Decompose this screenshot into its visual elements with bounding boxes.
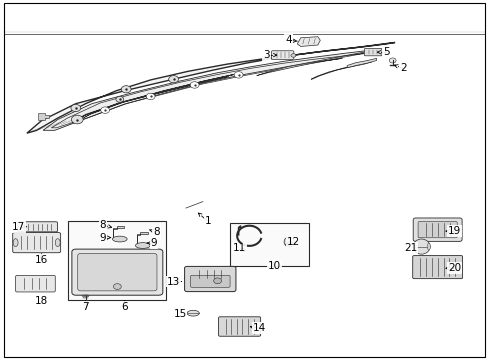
- FancyBboxPatch shape: [13, 233, 61, 253]
- Ellipse shape: [412, 243, 415, 250]
- Polygon shape: [72, 75, 233, 122]
- Text: 14: 14: [252, 323, 265, 333]
- Polygon shape: [78, 77, 228, 121]
- Circle shape: [388, 58, 395, 63]
- Circle shape: [116, 96, 123, 102]
- Polygon shape: [346, 58, 376, 68]
- Text: 10: 10: [268, 261, 281, 271]
- Text: 9: 9: [99, 233, 106, 243]
- FancyBboxPatch shape: [412, 256, 462, 279]
- Text: 8: 8: [153, 227, 160, 237]
- Ellipse shape: [186, 310, 199, 316]
- Circle shape: [113, 284, 121, 289]
- Text: 6: 6: [121, 302, 128, 312]
- Circle shape: [213, 278, 221, 284]
- Text: 20: 20: [447, 263, 460, 273]
- Polygon shape: [310, 62, 371, 79]
- Text: 2: 2: [399, 63, 406, 73]
- Ellipse shape: [55, 239, 60, 247]
- Text: 3: 3: [263, 50, 269, 60]
- Circle shape: [71, 104, 81, 112]
- Circle shape: [190, 82, 199, 88]
- Polygon shape: [81, 291, 90, 297]
- FancyBboxPatch shape: [412, 218, 461, 242]
- Bar: [229, 223, 308, 266]
- Text: 12: 12: [286, 237, 300, 247]
- Text: 8: 8: [99, 220, 106, 230]
- FancyBboxPatch shape: [72, 249, 163, 295]
- Circle shape: [121, 86, 131, 93]
- Circle shape: [168, 76, 178, 83]
- Text: 5: 5: [382, 47, 389, 57]
- Text: 1: 1: [204, 216, 211, 226]
- Text: 13: 13: [166, 276, 180, 287]
- Polygon shape: [256, 58, 342, 76]
- Text: 11: 11: [232, 243, 246, 253]
- Ellipse shape: [412, 239, 429, 254]
- Circle shape: [101, 107, 109, 113]
- Circle shape: [146, 93, 155, 100]
- FancyBboxPatch shape: [218, 317, 260, 336]
- Polygon shape: [137, 232, 147, 245]
- Text: 7: 7: [82, 302, 89, 312]
- Polygon shape: [113, 226, 124, 239]
- Ellipse shape: [427, 243, 429, 250]
- FancyBboxPatch shape: [417, 222, 456, 238]
- Ellipse shape: [112, 236, 127, 242]
- Bar: [68, 221, 166, 300]
- Text: 18: 18: [35, 296, 48, 306]
- Text: 21: 21: [403, 243, 417, 253]
- Ellipse shape: [135, 243, 150, 248]
- Text: 16: 16: [35, 255, 48, 265]
- FancyBboxPatch shape: [271, 51, 293, 59]
- FancyBboxPatch shape: [16, 275, 55, 292]
- Polygon shape: [297, 37, 320, 46]
- Text: 9: 9: [150, 238, 157, 248]
- FancyBboxPatch shape: [364, 49, 381, 56]
- Text: 19: 19: [447, 226, 461, 236]
- Circle shape: [290, 54, 295, 57]
- Text: 4: 4: [285, 35, 291, 45]
- Polygon shape: [38, 113, 49, 120]
- Text: 15: 15: [173, 309, 186, 319]
- Circle shape: [71, 115, 83, 124]
- FancyBboxPatch shape: [184, 266, 235, 292]
- FancyBboxPatch shape: [18, 222, 58, 232]
- Ellipse shape: [13, 239, 18, 247]
- Circle shape: [234, 72, 243, 78]
- Ellipse shape: [239, 248, 246, 252]
- Ellipse shape: [284, 237, 294, 247]
- Text: 17: 17: [12, 222, 25, 232]
- FancyBboxPatch shape: [190, 275, 230, 287]
- Polygon shape: [27, 42, 394, 133]
- Polygon shape: [43, 49, 382, 130]
- FancyBboxPatch shape: [78, 253, 157, 291]
